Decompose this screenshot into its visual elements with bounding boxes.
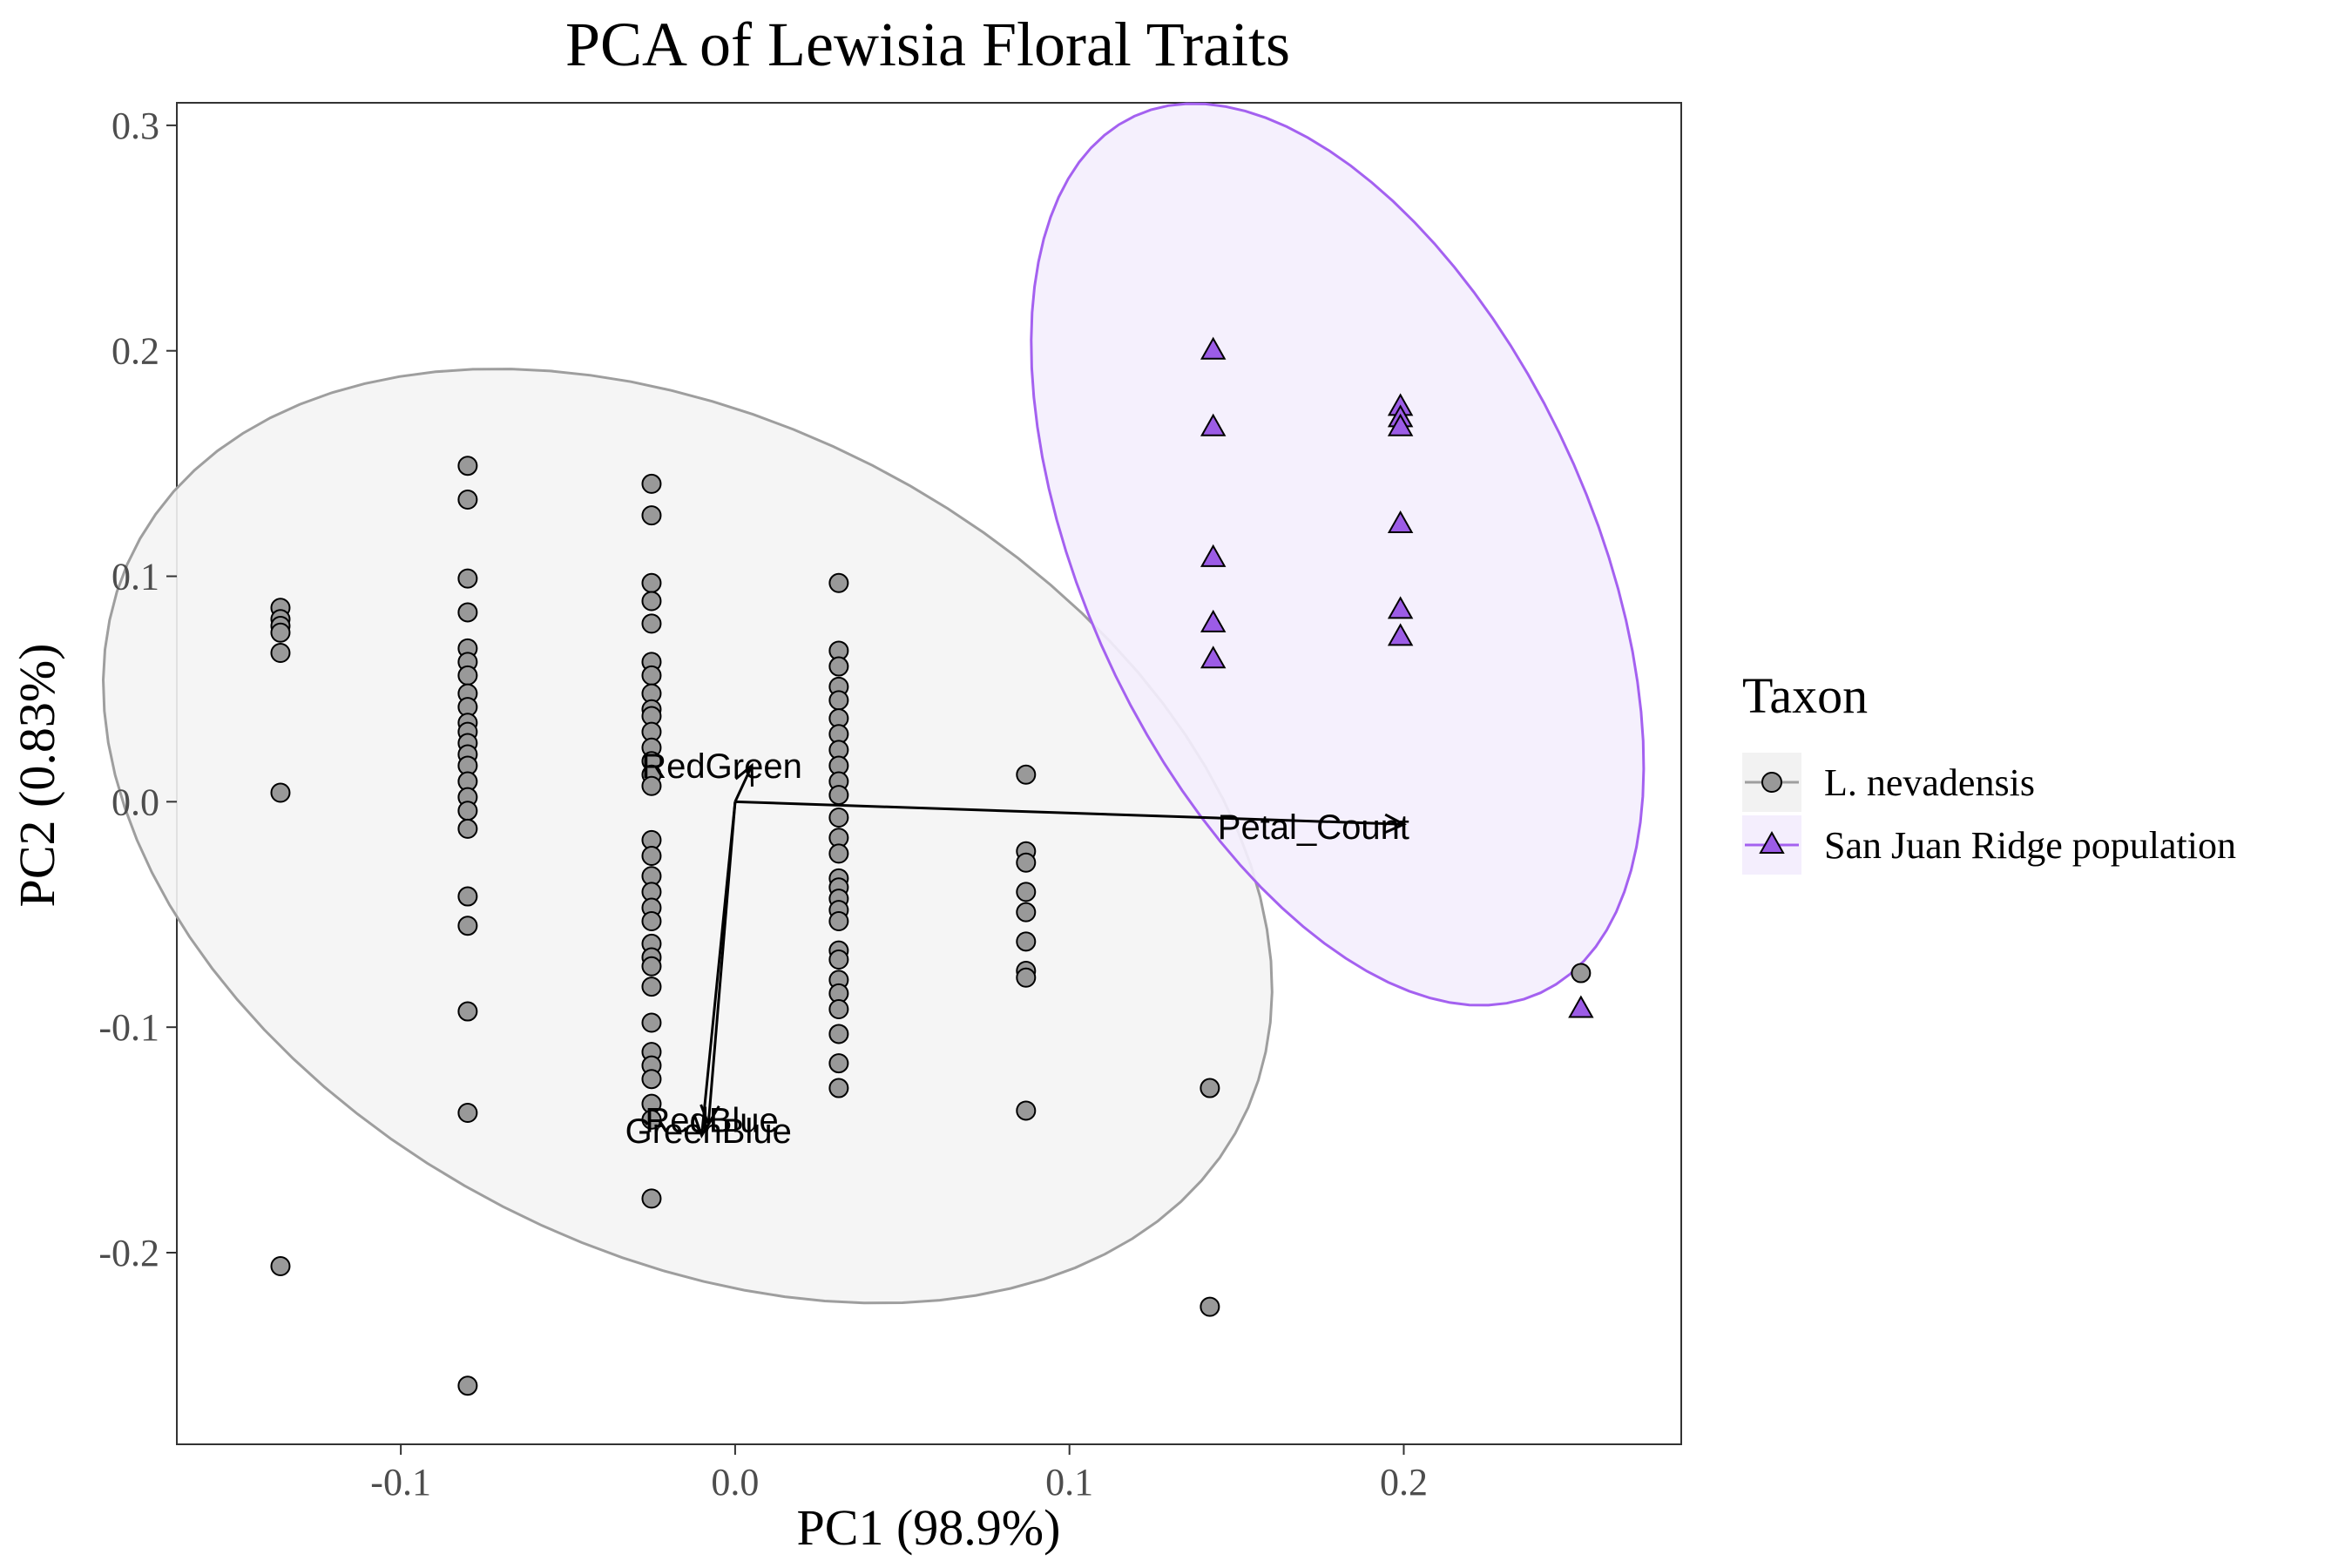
point-l-nevadensis	[641, 1109, 662, 1130]
point-l-nevadensis	[828, 998, 849, 1019]
point-l-nevadensis	[457, 490, 478, 510]
point-l-nevadensis	[641, 1069, 662, 1090]
legend-label-l-nevadensis: L. nevadensis	[1824, 761, 2035, 804]
point-l-nevadensis	[270, 643, 291, 664]
point-l-nevadensis	[828, 656, 849, 677]
point-san-juan-ridge-population	[1387, 596, 1414, 619]
point-san-juan-ridge-population	[1200, 413, 1227, 436]
x-tick-label: 0.2	[1380, 1461, 1428, 1504]
y-tick-label: 0.2	[112, 330, 159, 373]
point-l-nevadensis	[641, 1188, 662, 1209]
point-l-nevadensis	[828, 911, 849, 932]
ellipse-san-juan-ridge-population	[1030, 102, 1646, 1007]
point-l-nevadensis	[457, 1375, 478, 1396]
loading-arrowhead-redgreen	[734, 762, 754, 787]
loading-arrow-petal-count	[734, 800, 1404, 826]
loading-label-redgreen: RedGreen	[641, 747, 802, 786]
point-l-nevadensis	[457, 602, 478, 623]
point-l-nevadensis	[457, 1103, 478, 1124]
point-san-juan-ridge-population	[1200, 544, 1227, 567]
point-l-nevadensis	[641, 665, 662, 686]
point-san-juan-ridge-population	[1387, 413, 1414, 436]
x-tick-label: 0.0	[711, 1461, 759, 1504]
y-tick-label: 0.1	[112, 556, 159, 598]
legend-label-san-juan-ridge: San Juan Ridge population	[1824, 824, 2236, 867]
point-l-nevadensis	[457, 886, 478, 907]
point-l-nevadensis	[641, 977, 662, 997]
point-l-nevadensis	[641, 613, 662, 634]
y-tick-label: -0.2	[98, 1232, 159, 1274]
point-l-nevadensis	[457, 568, 478, 589]
y-axis-title: PC2 (0.83%)	[9, 644, 65, 908]
legend-key-circle	[1761, 772, 1782, 793]
point-l-nevadensis	[828, 1078, 849, 1098]
point-l-nevadensis	[1016, 931, 1037, 952]
ellipse-l-nevadensis	[101, 368, 1274, 1305]
point-l-nevadensis	[270, 782, 291, 803]
chart-title: PCA of Lewisia Floral Traits	[565, 10, 1290, 79]
point-san-juan-ridge-population	[1568, 995, 1594, 1018]
loading-arrow-redgreen	[733, 765, 754, 802]
point-l-nevadensis	[1571, 963, 1592, 983]
loading-label-greenblue: GreenBlue	[625, 1112, 792, 1151]
loading-arrowhead-petal-count	[1383, 813, 1407, 835]
point-l-nevadensis	[828, 785, 849, 806]
point-l-nevadensis	[641, 956, 662, 977]
point-l-nevadensis	[1016, 764, 1037, 785]
point-l-nevadensis	[828, 1053, 849, 1074]
point-l-nevadensis	[641, 911, 662, 932]
point-l-nevadensis	[1200, 1296, 1220, 1317]
point-l-nevadensis	[457, 801, 478, 821]
point-l-nevadensis	[270, 1256, 291, 1277]
x-axis-title: PC1 (98.9%)	[797, 1499, 1061, 1556]
point-l-nevadensis	[1016, 852, 1037, 873]
point-l-nevadensis	[457, 665, 478, 686]
point-l-nevadensis	[457, 456, 478, 476]
axes: -0.1 0.0 0.1 0.2 -0.2 -0.1 0.0 0.1 0.2 0.3	[98, 105, 1428, 1504]
point-l-nevadensis	[1016, 1100, 1037, 1121]
legend-title: Taxon	[1742, 667, 1868, 724]
point-san-juan-ridge-population	[1200, 645, 1227, 669]
y-tick-label: 0.3	[112, 105, 159, 147]
point-l-nevadensis	[457, 916, 478, 936]
point-l-nevadensis	[641, 505, 662, 526]
point-l-nevadensis	[828, 690, 849, 711]
point-l-nevadensis	[828, 572, 849, 593]
point-l-nevadensis	[828, 1024, 849, 1044]
point-l-nevadensis	[1016, 902, 1037, 923]
legend: Taxon L. nevadensis San Juan Ridge popul…	[1742, 667, 2236, 875]
legend-item-l-nevadensis: L. nevadensis	[1742, 753, 2035, 812]
point-l-nevadensis	[270, 622, 291, 643]
point-l-nevadensis	[457, 818, 478, 839]
point-l-nevadensis	[641, 775, 662, 796]
point-l-nevadensis	[641, 473, 662, 494]
legend-item-san-juan-ridge: San Juan Ridge population	[1742, 815, 2236, 875]
point-l-nevadensis	[828, 807, 849, 828]
point-san-juan-ridge-population	[1387, 623, 1414, 646]
point-l-nevadensis	[457, 1001, 478, 1022]
point-san-juan-ridge-population	[1200, 336, 1227, 360]
point-l-nevadensis	[641, 1012, 662, 1033]
x-tick-label: -0.1	[370, 1461, 431, 1504]
loading-arrowhead-greenblue	[693, 1115, 714, 1139]
point-l-nevadensis	[828, 843, 849, 864]
point-l-nevadensis	[641, 572, 662, 593]
point-l-nevadensis	[1016, 967, 1037, 988]
y-tick-label: 0.0	[112, 781, 159, 823]
point-l-nevadensis	[641, 591, 662, 612]
x-tick-label: 0.1	[1045, 1461, 1093, 1504]
loading-label-petal-count: Petal_Count	[1218, 808, 1409, 847]
point-san-juan-ridge-population	[1387, 510, 1414, 533]
point-l-nevadensis	[1200, 1078, 1220, 1098]
point-l-nevadensis	[1016, 882, 1037, 902]
point-san-juan-ridge-population	[1200, 609, 1227, 632]
legend-key-triangle	[1759, 830, 1785, 854]
y-tick-label: -0.1	[98, 1006, 159, 1049]
point-l-nevadensis	[641, 845, 662, 866]
point-l-nevadensis	[828, 950, 849, 970]
loading-arrow-greenblue	[700, 801, 737, 1136]
